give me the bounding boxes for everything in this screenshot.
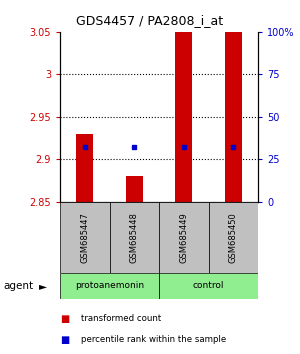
Text: GSM685449: GSM685449 [179, 212, 188, 263]
Text: transformed count: transformed count [81, 314, 161, 323]
Bar [60, 273, 159, 299]
Text: protoanemonin: protoanemonin [75, 281, 144, 290]
Text: control: control [193, 281, 224, 290]
Text: agent: agent [3, 281, 33, 291]
Bar [60, 202, 110, 273]
Bar [159, 202, 208, 273]
Bar [208, 202, 258, 273]
Bar [126, 176, 143, 202]
Text: GSM685447: GSM685447 [80, 212, 89, 263]
Text: ■: ■ [60, 314, 69, 324]
Bar [175, 32, 192, 202]
Bar [110, 202, 159, 273]
Text: GSM685448: GSM685448 [130, 212, 139, 263]
Text: GSM685450: GSM685450 [229, 212, 238, 263]
Bar [225, 0, 242, 202]
Text: ►: ► [39, 281, 47, 291]
Text: percentile rank within the sample: percentile rank within the sample [81, 335, 226, 344]
Text: GDS4457 / PA2808_i_at: GDS4457 / PA2808_i_at [76, 14, 224, 27]
Bar [76, 134, 93, 202]
Bar [159, 273, 258, 299]
Text: ■: ■ [60, 335, 69, 345]
